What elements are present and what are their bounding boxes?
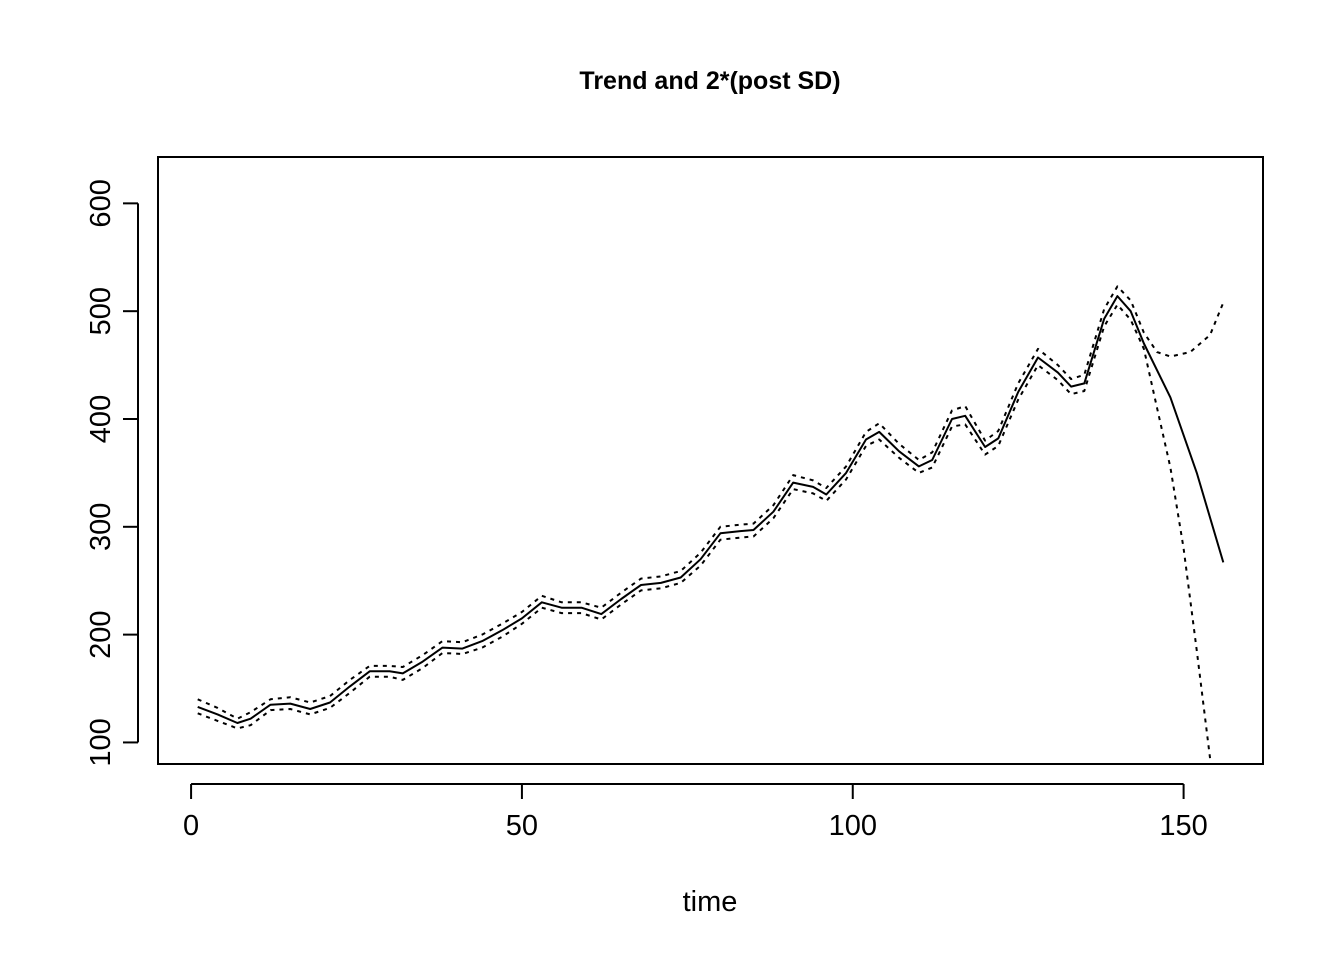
x-axis: 0 50 100 150 [183, 783, 1208, 842]
y-tick-label: 300 [85, 503, 117, 551]
upper-band-line [197, 285, 1225, 720]
x-axis-label: time [683, 886, 738, 918]
chart-title: Trend and 2*(post SD) [579, 67, 840, 95]
y-tick-label: 200 [85, 610, 117, 658]
y-tick-label: 600 [85, 179, 117, 227]
y-tick-label: 100 [85, 718, 117, 766]
plot-frame [157, 156, 1264, 765]
lower-band-line [197, 303, 1212, 759]
x-tick-label: 150 [1159, 810, 1207, 842]
trend-line [197, 295, 1225, 724]
x-tick-label: 50 [506, 810, 538, 842]
x-tick-label: 100 [829, 810, 877, 842]
x-tick-label: 0 [183, 810, 199, 842]
series-group [197, 285, 1225, 759]
y-axis: 100 200 300 400 500 600 [85, 179, 139, 767]
y-tick-label: 400 [85, 395, 117, 443]
y-tick-label: 500 [85, 287, 117, 335]
